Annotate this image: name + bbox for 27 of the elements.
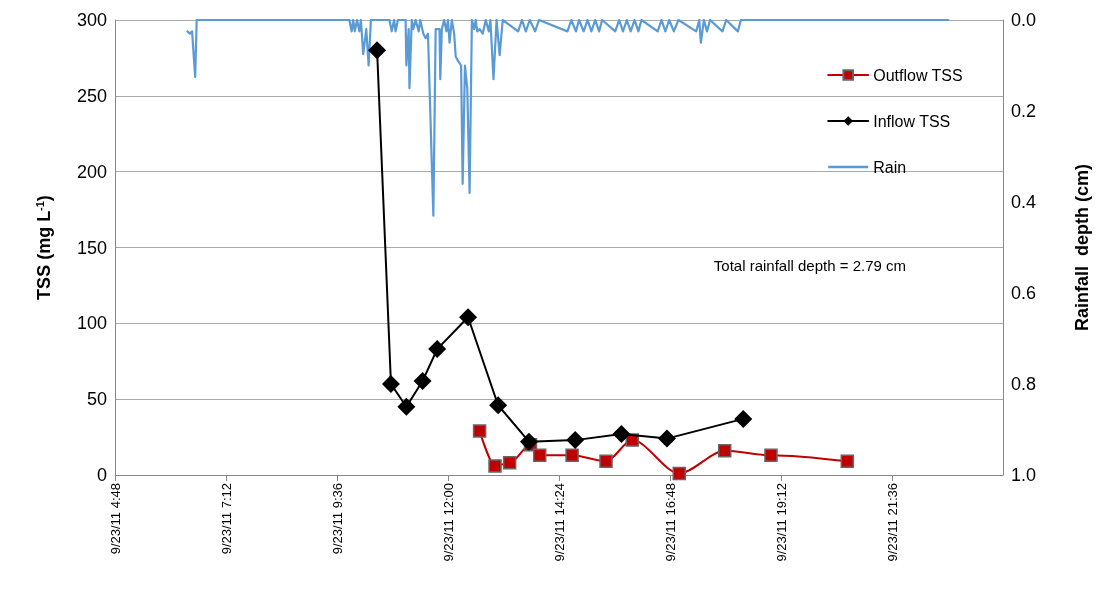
x-tick-label: 9/23/11 9:36 [329, 483, 345, 555]
x-tick-label: 9/23/11 19:12 [773, 483, 789, 562]
y-tick-label: 100 [76, 313, 107, 334]
legend-label: Outflow TSS [873, 66, 963, 84]
y-axis-title: TSS (mg L-1) [33, 195, 54, 300]
legend-label: Rain [873, 158, 907, 176]
y-tick-label: 300 [76, 10, 107, 30]
y2-tick-label: 0.6 [1011, 283, 1037, 303]
y2-tick-label: 0.2 [1011, 101, 1037, 121]
x-tick-label: 9/23/11 12:00 [440, 483, 456, 562]
x-tick-label: 9/23/11 7:12 [218, 483, 234, 555]
x-tick-label: 9/23/11 14:24 [551, 483, 567, 562]
x-tick-label: 9/23/11 21:36 [884, 483, 900, 562]
y2-tick-label: 0.0 [1011, 10, 1037, 30]
y2-axis-title: Rainfall depth (cm) [1072, 163, 1092, 332]
y-tick-label: 50 [86, 389, 107, 410]
y2-tick-label: 0.4 [1011, 192, 1037, 212]
y-tick-label: 200 [76, 161, 107, 182]
y-tick-label: 0 [96, 465, 107, 485]
y2-tick-label: 0.8 [1011, 374, 1037, 394]
y-tick-label: 250 [76, 85, 107, 106]
annotation: Total rainfall depth = 2.79 cm [713, 257, 907, 274]
x-tick-label: 9/23/11 4:48 [107, 483, 123, 555]
y2-tick-label: 1.0 [1011, 465, 1037, 485]
legend-label: Inflow TSS [873, 112, 951, 130]
x-tick-label: 9/23/11 16:48 [662, 483, 678, 562]
y-tick-label: 150 [76, 237, 107, 258]
